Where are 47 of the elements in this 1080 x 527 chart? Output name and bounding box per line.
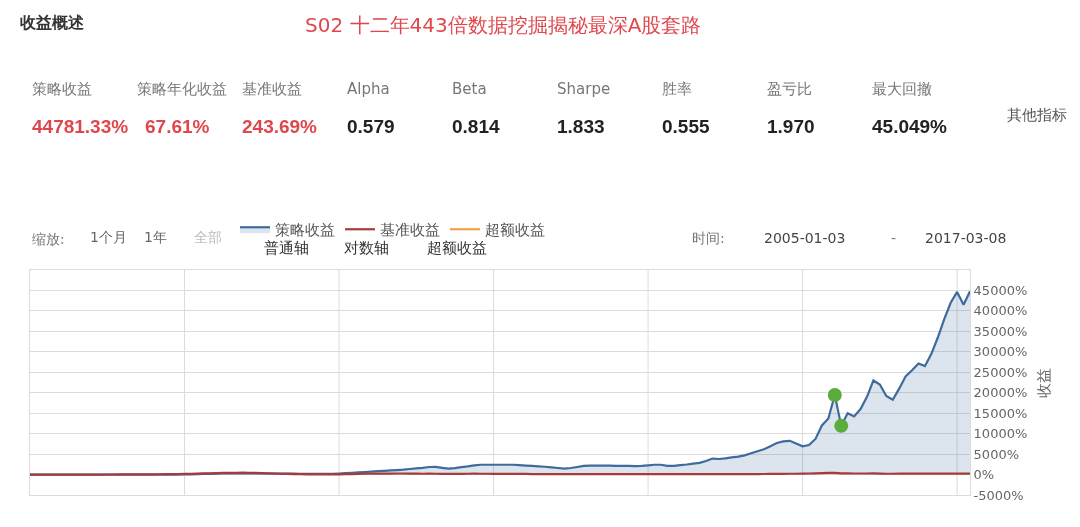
y-tick-label: 40000%	[973, 303, 1028, 319]
y-tick-label: 20000%	[973, 385, 1028, 401]
text: 超额收益	[427, 239, 487, 257]
y-tick-label: 30000%	[973, 344, 1028, 360]
chart-title: S02 十二年443倍数据挖掘揭秘最深A股套路	[305, 13, 702, 37]
text: Beta	[452, 80, 487, 98]
y-tick-label: 10000%	[973, 426, 1028, 442]
text: Alpha	[347, 80, 390, 98]
text: 缩放:	[32, 231, 65, 247]
text: 其他指标	[1007, 106, 1067, 124]
text: 67.61%	[145, 116, 210, 137]
text: 收益概述	[20, 13, 85, 32]
text: 0.555	[662, 116, 710, 137]
text: 44781.33%	[32, 116, 129, 137]
text: 盈亏比	[767, 80, 812, 98]
y-tick-label: 35000%	[973, 323, 1028, 339]
text: 策略年化收益	[137, 80, 227, 98]
text: 普通轴	[264, 239, 309, 257]
text: 243.69%	[242, 116, 318, 137]
y-tick-label: -5000%	[973, 487, 1024, 503]
text: 0.579	[347, 116, 395, 137]
text: 0.814	[452, 116, 500, 137]
text: 全部	[194, 229, 222, 245]
text: 基准收益	[242, 80, 302, 98]
y-tick-label: 25000%	[973, 364, 1028, 380]
text: 45.049%	[872, 116, 948, 137]
legend-label: 超额收益	[485, 221, 545, 240]
y-tick-label: 0%	[973, 467, 995, 483]
legend-label: 策略收益	[275, 221, 335, 240]
text: 1.970	[767, 116, 815, 137]
text: 时间:	[692, 230, 725, 246]
text: 1年	[144, 229, 167, 245]
y-axis-title: 收益	[1035, 367, 1054, 398]
y-tick-label: 5000%	[973, 446, 1020, 462]
text: 最大回撤	[872, 80, 932, 98]
text: -	[891, 230, 897, 246]
text: 1个月	[90, 229, 127, 245]
text: 2017-03-08	[925, 230, 1007, 246]
text: 胜率	[662, 80, 692, 98]
y-tick-label: 45000%	[973, 283, 1028, 298]
text: Sharpe	[557, 80, 611, 98]
text: 策略收益	[32, 80, 92, 98]
text: 1.833	[557, 116, 605, 137]
text: 对数轴	[344, 239, 389, 257]
legend-label: 基准收益	[380, 221, 440, 240]
text: 2005-01-03	[764, 230, 846, 246]
y-tick-label: 15000%	[973, 405, 1028, 421]
